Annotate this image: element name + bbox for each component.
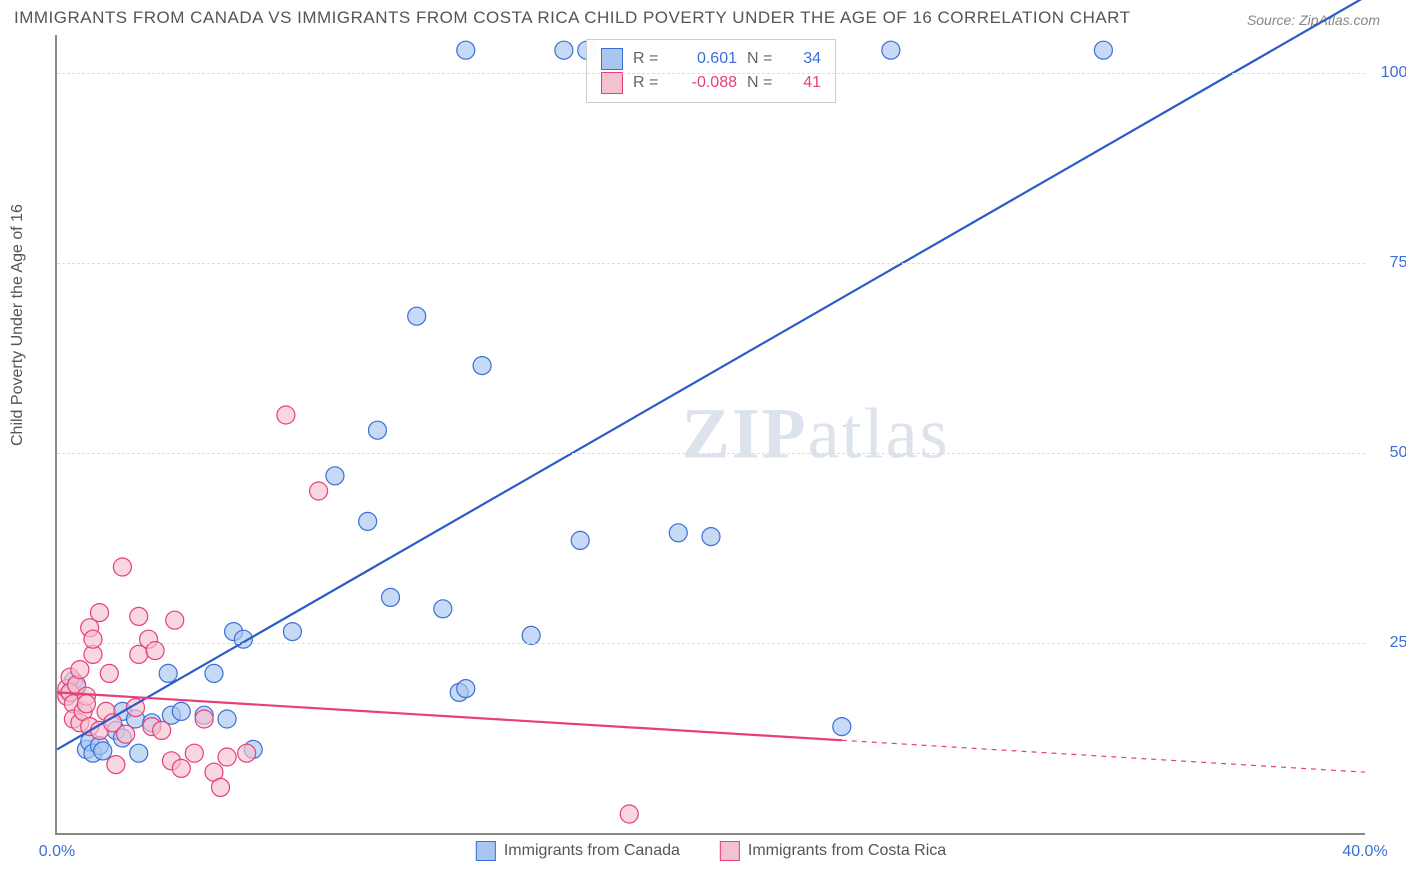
legend-series-item: Immigrants from Canada [476,841,680,861]
data-point [833,718,851,736]
data-point [882,41,900,59]
data-point [195,710,213,728]
legend-swatch [601,72,623,94]
gridline [57,453,1365,454]
chart-title: IMMIGRANTS FROM CANADA VS IMMIGRANTS FRO… [14,8,1131,28]
data-point [166,611,184,629]
legend-n-value: 41 [791,74,821,92]
data-point [218,748,236,766]
data-point [146,642,164,660]
y-tick-label: 50.0% [1390,444,1406,462]
data-point [1094,41,1112,59]
legend-series-label: Immigrants from Canada [504,842,680,860]
legend-r-label: R = [633,50,667,68]
data-point [359,512,377,530]
legend-r-value: -0.088 [677,74,737,92]
legend-n-label: N = [747,74,781,92]
data-point [620,805,638,823]
legend-series-label: Immigrants from Costa Rica [748,842,946,860]
data-point [218,710,236,728]
data-point [71,661,89,679]
legend-swatch [601,48,623,70]
gridline [57,263,1365,264]
data-point [130,607,148,625]
data-point [91,604,109,622]
legend-swatch [476,841,496,861]
data-point [238,744,256,762]
data-point [310,482,328,500]
legend-series-item: Immigrants from Costa Rica [720,841,946,861]
legend-correlation: R = 0.601 N = 34 R = -0.088 N = 41 [586,39,836,103]
data-point [457,680,475,698]
data-point [669,524,687,542]
data-point [159,664,177,682]
legend-r-label: R = [633,74,667,92]
data-point [100,664,118,682]
chart-svg [57,35,1365,833]
data-point [434,600,452,618]
legend-n-label: N = [747,50,781,68]
legend-swatch [720,841,740,861]
legend-r-value: 0.601 [677,50,737,68]
data-point [130,744,148,762]
data-point [172,702,190,720]
legend-n-value: 34 [791,50,821,68]
y-tick-label: 100.0% [1381,64,1406,82]
data-point [382,588,400,606]
data-point [702,528,720,546]
y-tick-label: 75.0% [1390,254,1406,272]
data-point [185,744,203,762]
data-point [172,759,190,777]
data-point [113,558,131,576]
x-tick-label: 40.0% [1342,843,1387,861]
y-tick-label: 25.0% [1390,634,1406,652]
data-point [457,41,475,59]
data-point [571,531,589,549]
legend-correlation-row: R = -0.088 N = 41 [601,72,821,94]
data-point [153,721,171,739]
gridline [57,643,1365,644]
data-point [555,41,573,59]
data-point [117,725,135,743]
trend-line [57,0,1365,749]
data-point [212,778,230,796]
legend-correlation-row: R = 0.601 N = 34 [601,48,821,70]
data-point [408,307,426,325]
data-point [94,742,112,760]
trend-line-dashed [842,740,1365,772]
data-point [77,695,95,713]
data-point [283,623,301,641]
x-tick-label: 0.0% [39,843,75,861]
y-axis-label: Child Poverty Under the Age of 16 [9,204,27,446]
data-point [205,664,223,682]
data-point [522,626,540,644]
plot-area: ZIPatlas R =0.601N =34R =-0.088N =41 Imm… [55,35,1365,835]
data-point [326,467,344,485]
data-point [84,630,102,648]
data-point [368,421,386,439]
data-point [277,406,295,424]
gridline [57,73,1365,74]
data-point [473,357,491,375]
data-point [107,756,125,774]
legend-series: Immigrants from Canada Immigrants from Co… [476,841,946,861]
